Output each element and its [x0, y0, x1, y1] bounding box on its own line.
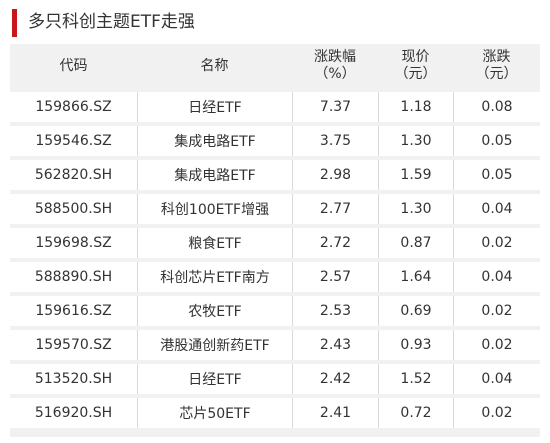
page-title: 多只科创主题ETF走强 — [28, 12, 195, 32]
table-row: 513520.SH 日经ETF 2.42 1.52 0.04 — [10, 364, 540, 394]
cell-change: 0.05 — [453, 126, 540, 156]
cell-price: 1.52 — [378, 364, 453, 394]
cell-price: 1.30 — [378, 126, 453, 156]
cell-name: 集成电路ETF — [137, 126, 292, 156]
cell-change-pct: 2.41 — [292, 398, 378, 428]
cell-price: 0.72 — [378, 398, 453, 428]
column-header-label: 代码 — [59, 57, 88, 74]
cell-change-pct: 2.43 — [292, 330, 378, 360]
column-header-price: 现价 （元） — [378, 44, 453, 88]
cell-code: 588890.SH — [34, 269, 113, 285]
table-body: 159866.SZ 日经ETF 7.37 1.18 0.08 159546.SZ… — [10, 92, 540, 432]
cell-change: 0.02 — [453, 398, 540, 428]
table-row: 516920.SH 芯片50ETF 2.41 0.72 0.02 — [10, 398, 540, 428]
cell-change: 0.04 — [453, 194, 540, 224]
cell-price: 0.69 — [378, 296, 453, 326]
cell-code: 516920.SH — [34, 405, 113, 421]
cell-price: 0.93 — [378, 330, 453, 360]
cell-code: 159546.SZ — [35, 133, 112, 149]
cell-change-pct: 2.42 — [292, 364, 378, 394]
cell-change-pct: 2.53 — [292, 296, 378, 326]
cell-change: 0.02 — [453, 228, 540, 258]
header: 多只科创主题ETF走强 — [0, 0, 550, 44]
table-row: 588890.SH 科创芯片ETF南方 2.57 1.64 0.04 — [10, 262, 540, 292]
cell-code: 588500.SH — [34, 201, 113, 217]
cell-name: 芯片50ETF — [137, 398, 292, 428]
cell-name: 港股通创新药ETF — [137, 330, 292, 360]
table-row: 159698.SZ 粮食ETF 2.72 0.87 0.02 — [10, 228, 540, 258]
cell-change-pct: 2.98 — [292, 160, 378, 190]
cell-name: 集成电路ETF — [137, 160, 292, 190]
cell-code: 159698.SZ — [35, 235, 112, 251]
cell-name: 科创100ETF增强 — [137, 194, 292, 224]
cell-price: 0.87 — [378, 228, 453, 258]
column-header-label: 涨跌幅 — [314, 49, 356, 65]
cell-code: 562820.SH — [34, 167, 113, 183]
cell-change-pct: 2.77 — [292, 194, 378, 224]
table-row: 159616.SZ 农牧ETF 2.53 0.69 0.02 — [10, 296, 540, 326]
cell-name: 日经ETF — [137, 92, 292, 122]
column-header-name: 名称 — [137, 44, 292, 88]
column-header-unit: （元） — [394, 66, 437, 82]
column-header-unit: （%） — [314, 66, 356, 82]
column-header-change-pct: 涨跌幅 （%） — [292, 44, 378, 88]
cell-change: 0.05 — [453, 160, 540, 190]
table-header: 代码 名称 涨跌幅 （%） 现价 （元） 涨跌 （元） — [10, 44, 540, 88]
cell-price: 1.18 — [378, 92, 453, 122]
column-header-code: 代码 — [10, 44, 137, 88]
table-row: 159546.SZ 集成电路ETF 3.75 1.30 0.05 — [10, 126, 540, 156]
table-row: 588500.SH 科创100ETF增强 2.77 1.30 0.04 — [10, 194, 540, 224]
cell-code: 159866.SZ — [35, 99, 112, 115]
cell-name: 粮食ETF — [137, 228, 292, 258]
cell-name: 农牧ETF — [137, 296, 292, 326]
table-row: 159866.SZ 日经ETF 7.37 1.18 0.08 — [10, 92, 540, 122]
cell-change-pct: 7.37 — [292, 92, 378, 122]
cell-price: 1.59 — [378, 160, 453, 190]
column-header-change: 涨跌 （元） — [453, 44, 540, 88]
cell-name: 日经ETF — [137, 364, 292, 394]
cell-price: 1.30 — [378, 194, 453, 224]
column-header-label: 涨跌 — [482, 49, 511, 65]
cell-price: 1.64 — [378, 262, 453, 292]
cell-change: 0.02 — [453, 296, 540, 326]
etf-table: 代码 名称 涨跌幅 （%） 现价 （元） 涨跌 （元） 159866.SZ 日经… — [10, 44, 540, 437]
cell-change-pct: 2.57 — [292, 262, 378, 292]
cell-change: 0.04 — [453, 364, 540, 394]
cell-code: 159570.SZ — [35, 337, 112, 353]
cell-change: 0.02 — [453, 330, 540, 360]
cell-code: 513520.SH — [34, 371, 113, 387]
column-header-label: 现价 — [401, 49, 430, 65]
cell-code: 159616.SZ — [35, 303, 112, 319]
cell-change: 0.08 — [453, 92, 540, 122]
cell-change: 0.04 — [453, 262, 540, 292]
cell-change-pct: 3.75 — [292, 126, 378, 156]
column-header-unit: （元） — [475, 66, 518, 82]
title-accent-bar — [12, 9, 17, 37]
cell-change-pct: 2.72 — [292, 228, 378, 258]
table-row: 159570.SZ 港股通创新药ETF 2.43 0.93 0.02 — [10, 330, 540, 360]
column-header-label: 名称 — [200, 57, 229, 74]
table-row: 562820.SH 集成电路ETF 2.98 1.59 0.05 — [10, 160, 540, 190]
cell-name: 科创芯片ETF南方 — [137, 262, 292, 292]
